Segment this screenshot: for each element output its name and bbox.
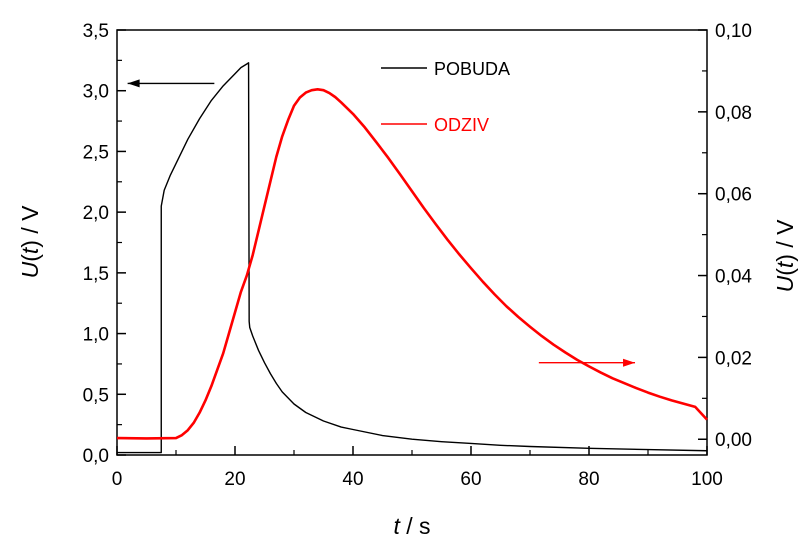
left-tick-label: 2,5 xyxy=(83,142,109,163)
left-tick-label: 0,0 xyxy=(83,446,109,467)
left-axis-label-unit: ) / V xyxy=(17,205,43,248)
right-tick-label: 0,02 xyxy=(715,348,752,369)
left-axis-label-paren: ( xyxy=(17,254,43,262)
legend: POBUDA ODZIV xyxy=(381,59,510,135)
x-axis-label-unit: / s xyxy=(400,513,431,539)
axis-pointer-arrow-right xyxy=(538,358,636,367)
left-axis-label-variable: t xyxy=(17,246,43,254)
left-tick-label: 1,0 xyxy=(83,325,109,346)
x-tick-label: 20 xyxy=(224,469,245,490)
legend-label-pobuda: POBUDA xyxy=(434,59,510,79)
x-tick-label: 0 xyxy=(112,469,123,490)
right-axis-label-paren: ( xyxy=(772,268,798,276)
x-tick-label: 40 xyxy=(342,469,363,490)
right-tick-label: 0,06 xyxy=(715,185,752,206)
x-axis-label: t / s xyxy=(393,513,430,539)
series-line-pobuda xyxy=(117,62,708,454)
x-tick-label: 60 xyxy=(460,469,481,490)
axis-pointer-arrow-left xyxy=(127,79,215,88)
legend-label-odziv: ODZIV xyxy=(434,115,489,135)
left-tick-label: 1,5 xyxy=(83,264,109,285)
right-tick-label: 0,10 xyxy=(715,21,752,42)
series-layer xyxy=(116,62,708,454)
right-axis-ticks: 0,00 0,02 0,04 0,06 0,08 0,10 xyxy=(698,21,752,451)
right-tick-label: 0,00 xyxy=(715,430,752,451)
arrow-head xyxy=(127,79,140,88)
right-axis-label: U(t) / V xyxy=(772,219,798,293)
left-tick-label: 3,5 xyxy=(83,21,109,42)
x-axis-ticks: 0 20 40 60 80 100 xyxy=(112,446,723,490)
left-axis-label: U(t) / V xyxy=(17,205,43,279)
right-tick-label: 0,08 xyxy=(715,103,752,124)
right-axis-label-variable: t xyxy=(772,260,798,268)
right-axis-label-symbol: U xyxy=(772,275,798,292)
left-tick-label: 0,5 xyxy=(83,385,109,406)
right-tick-label: 0,04 xyxy=(715,267,752,288)
annotation-layer xyxy=(127,79,636,367)
x-tick-label: 100 xyxy=(691,469,723,490)
right-axis-label-unit: ) / V xyxy=(772,219,798,262)
grid-and-frame xyxy=(116,29,708,456)
left-tick-label: 3,0 xyxy=(83,82,109,103)
arrow-head xyxy=(623,358,636,367)
x-tick-label: 80 xyxy=(578,469,599,490)
left-axis-label-symbol: U xyxy=(17,261,43,278)
series-line-odziv xyxy=(116,88,708,440)
left-tick-label: 2,0 xyxy=(83,203,109,224)
x-axis-label-symbol: t xyxy=(393,513,401,539)
left-axis-ticks: 0,0 0,5 1,0 1,5 2,0 2,5 3,0 3,5 xyxy=(83,21,126,467)
plot-frame xyxy=(116,29,708,456)
